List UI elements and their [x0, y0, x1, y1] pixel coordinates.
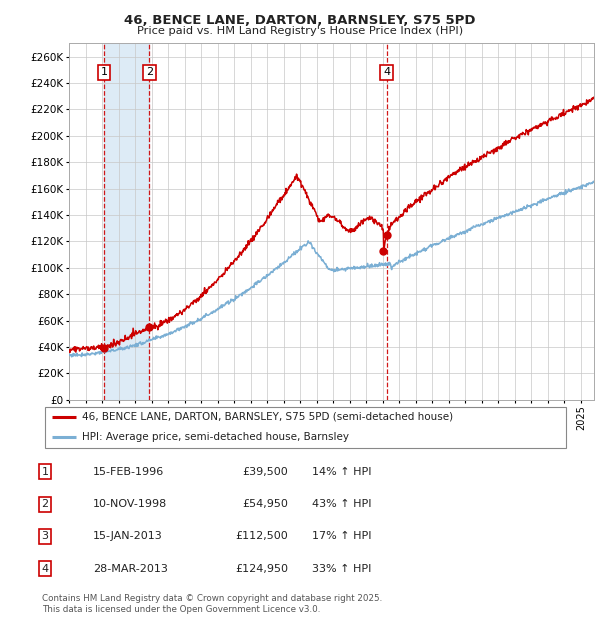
Text: 4: 4 — [41, 564, 49, 574]
Bar — [104, 43, 149, 400]
Text: £54,950: £54,950 — [242, 499, 288, 509]
Text: £112,500: £112,500 — [235, 531, 288, 541]
Text: 10-NOV-1998: 10-NOV-1998 — [93, 499, 167, 509]
Text: 28-MAR-2013: 28-MAR-2013 — [93, 564, 168, 574]
Text: 2: 2 — [146, 68, 153, 78]
Text: £124,950: £124,950 — [235, 564, 288, 574]
Text: 46, BENCE LANE, DARTON, BARNSLEY, S75 5PD: 46, BENCE LANE, DARTON, BARNSLEY, S75 5P… — [124, 14, 476, 27]
Text: 15-JAN-2013: 15-JAN-2013 — [93, 531, 163, 541]
Text: 15-FEB-1996: 15-FEB-1996 — [93, 467, 164, 477]
Text: £39,500: £39,500 — [242, 467, 288, 477]
Text: 3: 3 — [41, 531, 49, 541]
Text: Price paid vs. HM Land Registry's House Price Index (HPI): Price paid vs. HM Land Registry's House … — [137, 26, 463, 36]
Text: 33% ↑ HPI: 33% ↑ HPI — [312, 564, 371, 574]
Text: 1: 1 — [101, 68, 107, 78]
Text: Contains HM Land Registry data © Crown copyright and database right 2025.
This d: Contains HM Land Registry data © Crown c… — [42, 595, 382, 614]
Text: 14% ↑ HPI: 14% ↑ HPI — [312, 467, 371, 477]
FancyBboxPatch shape — [44, 407, 566, 448]
Text: 17% ↑ HPI: 17% ↑ HPI — [312, 531, 371, 541]
Text: 4: 4 — [383, 68, 390, 78]
Text: 46, BENCE LANE, DARTON, BARNSLEY, S75 5PD (semi-detached house): 46, BENCE LANE, DARTON, BARNSLEY, S75 5P… — [82, 412, 453, 422]
Text: 43% ↑ HPI: 43% ↑ HPI — [312, 499, 371, 509]
Text: 2: 2 — [41, 499, 49, 509]
Text: 1: 1 — [41, 467, 49, 477]
Text: HPI: Average price, semi-detached house, Barnsley: HPI: Average price, semi-detached house,… — [82, 432, 349, 443]
